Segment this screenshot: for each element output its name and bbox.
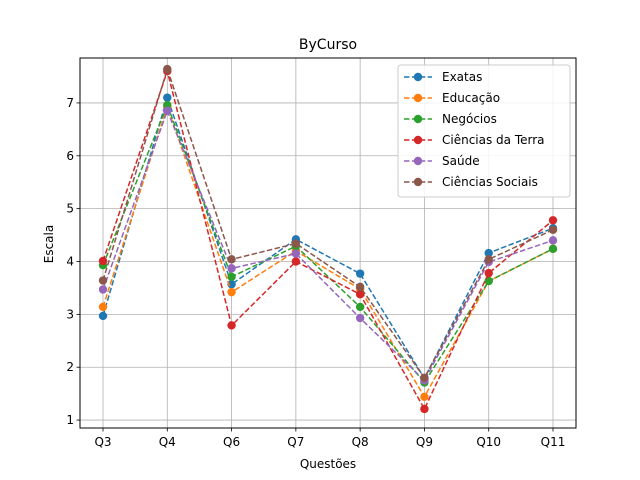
y-tick-label: 4 [66,255,74,269]
legend-item: Ciências da Terra [404,133,545,147]
data-point [227,321,236,330]
data-point [291,249,301,258]
x-tick-label: Q4 [159,435,176,449]
series-line [102,68,554,411]
y-axis: 1 2 3 4 5 6 7 [66,96,80,427]
data-point [484,255,493,264]
x-axis-label: Questões [300,457,356,471]
x-tick-label: Q11 [541,435,566,449]
y-tick-label: 1 [66,413,74,427]
y-tick-label: 7 [66,96,74,110]
series-line [102,95,554,380]
data-point [98,285,108,294]
x-tick-label: Q10 [476,435,501,449]
x-tick-label: Q9 [416,435,433,449]
data-point [420,373,429,382]
data-point [355,302,365,312]
chart-title: ByCurso [299,37,357,53]
data-point [355,282,365,292]
legend: Exatas Educação Negócios Ciências da Terra S… [397,64,571,198]
series-line [102,102,554,384]
data-point [291,239,301,248]
series-line [102,66,554,380]
y-tick-label: 5 [66,202,74,216]
legend-marker [413,72,423,82]
legend-item: Educação [404,91,500,105]
series-line [102,104,554,399]
series-ciencias-da-terra [98,67,558,414]
legend-label: Ciências Sociais [442,175,538,189]
data-point [548,216,558,225]
data-point [163,93,172,102]
legend-marker [413,156,423,166]
data-point [355,290,365,299]
data-point [98,276,108,285]
data-point [163,100,172,110]
y-tick-label: 2 [66,360,74,374]
legend-marker [413,93,423,103]
x-tick-label: Q6 [223,435,240,449]
data-point [227,264,236,273]
x-tick-label: Q8 [352,435,369,449]
data-point [420,392,429,402]
data-point [548,236,558,245]
data-point [227,272,236,282]
legend-label: Ciências da Terra [442,133,545,147]
data-point [98,302,108,312]
legend-item: Exatas [404,70,482,84]
data-point [420,404,429,414]
y-axis-label: Escala [42,225,56,263]
data-point [355,269,365,278]
legend-item: Negócios [404,112,497,126]
x-tick-label: Q3 [94,435,111,449]
x-tick-label: Q7 [287,435,304,449]
data-point [227,280,236,289]
series-layer [98,64,558,414]
legend-label: Saúde [442,154,480,168]
data-point [227,255,236,264]
y-tick-label: 3 [66,307,74,321]
data-point [163,106,172,116]
legend-marker [413,114,423,124]
data-point [355,313,365,323]
legend-box [397,64,571,198]
data-point [98,311,108,321]
data-point [548,244,558,254]
data-point [548,225,558,234]
data-point [227,287,236,297]
data-point [484,248,493,258]
plot-frame [79,57,577,429]
legend-label: Negócios [442,112,497,126]
data-point [484,268,493,278]
legend-item: Ciências Sociais [404,175,538,189]
y-tick-label: 6 [66,149,74,163]
legend-marker [413,135,423,145]
legend-label: Exatas [442,70,482,84]
legend-label: Educação [442,91,500,105]
series-line [102,108,554,382]
legend-item: Saúde [404,154,480,168]
series-ciencias-sociais [98,64,558,382]
data-point [163,64,172,74]
legend-marker [413,177,423,187]
data-point [291,257,301,266]
data-point [98,256,108,266]
x-axis: Q3 Q4 Q6 Q7 Q8 Q9 Q10 Q11 [94,428,565,449]
